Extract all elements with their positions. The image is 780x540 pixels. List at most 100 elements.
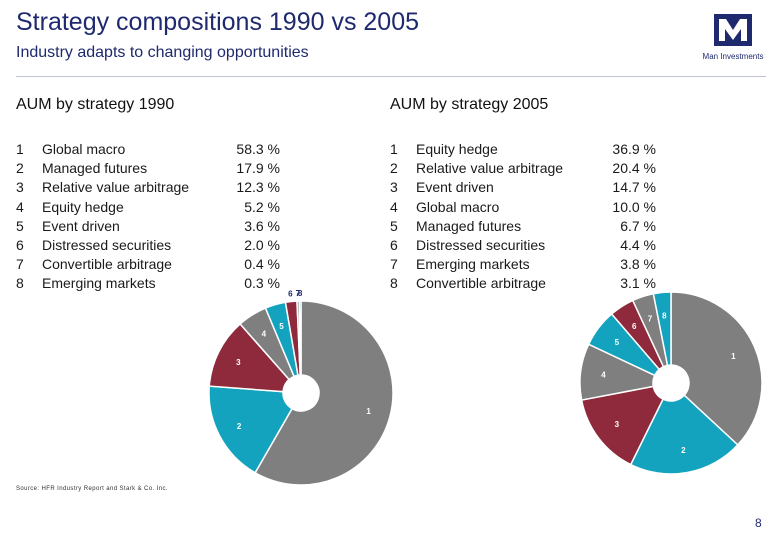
legend-value: 3.1 %: [620, 275, 656, 292]
donut-chart-1990: 1 2 3 4 5 6 78: [208, 290, 394, 486]
logo-text: Man Investments: [702, 52, 764, 61]
page-number: 8: [755, 516, 762, 530]
legend-row: 5 Event driven 3.6 %: [16, 217, 286, 236]
slice-label: 8: [662, 311, 667, 320]
legend-value: 12.3 %: [236, 179, 280, 196]
legend-value: 5.2 %: [244, 198, 280, 215]
legend-label: Managed futures: [416, 217, 522, 234]
legend-row: 5 Managed futures 6.7 %: [390, 217, 660, 236]
slice-label: 1: [731, 352, 736, 361]
pie-slice-2: [208, 385, 294, 474]
slice-label: 4: [262, 330, 267, 339]
legend-label: Convertible arbitrage: [416, 275, 546, 292]
slice-label: 6: [632, 322, 637, 331]
legend-label: Equity hedge: [42, 198, 124, 215]
legend-label: Convertible arbitrage: [42, 256, 172, 273]
legend-row: 1 Equity hedge 36.9 %: [390, 140, 660, 159]
legend-row: 6 Distressed securities 4.4 %: [390, 236, 660, 255]
pie-slice-3: [208, 322, 291, 393]
legend-index: 4: [16, 198, 24, 215]
legend-row: 3 Relative value arbitrage 12.3 %: [16, 178, 286, 197]
pie-slice-3: [580, 385, 665, 466]
slice-label: 5: [279, 322, 284, 331]
slice-label: 2: [681, 446, 686, 455]
legend-value: 2.0 %: [244, 236, 280, 253]
slice-label: 8: [298, 290, 303, 298]
legend-index: 5: [16, 217, 24, 234]
legend-row: 8 Emerging markets 0.3 %: [16, 274, 286, 293]
legend-row: 2 Relative value arbitrage 20.4 %: [390, 159, 660, 178]
donut-chart-2005: 1 2 3 4 5 6 7 8: [579, 291, 763, 475]
legend-value: 10.0 %: [612, 198, 656, 215]
legend-value: 17.9 %: [236, 160, 280, 177]
legend-table-2005: 1 Equity hedge 36.9 % 2 Relative value arbit…: [390, 140, 660, 294]
slice-label: 2: [237, 422, 242, 431]
legend-row: 7 Emerging markets 3.8 %: [390, 255, 660, 274]
legend-value: 4.4 %: [620, 236, 656, 253]
source-note: Source: HFR Industry Report and Stark & …: [16, 486, 168, 492]
legend-row: 4 Equity hedge 5.2 %: [16, 198, 286, 217]
legend-row: 1 Global macro 58.3 %: [16, 140, 286, 159]
chart-title-2005: AUM by strategy 2005: [390, 96, 549, 113]
slice-label: 5: [615, 338, 620, 347]
legend-index: 1: [390, 141, 398, 157]
legend-label: Global macro: [416, 198, 500, 215]
legend-label: Event driven: [416, 179, 494, 196]
legend-value: 6.7 %: [620, 217, 656, 234]
legend-index: 2: [16, 160, 24, 177]
legend-value: 20.4 %: [612, 160, 656, 177]
pie-slice-8: [298, 300, 302, 376]
header-divider: [16, 76, 766, 77]
legend-row: 3 Event driven 14.7 %: [390, 178, 660, 197]
legend-label: Distressed securities: [42, 236, 172, 253]
legend-index: 3: [16, 179, 24, 196]
legend-value: 36.9 %: [612, 141, 656, 157]
legend-label: Equity hedge: [416, 141, 498, 157]
legend-index: 6: [390, 236, 398, 253]
legend-row: 8 Convertible arbitrage 3.1 %: [390, 274, 660, 293]
legend-index: 2: [390, 160, 398, 177]
legend-index: 4: [390, 198, 398, 215]
legend-label: Relative value arbitrage: [416, 160, 564, 177]
legend-row: 2 Managed futures 17.9 %: [16, 159, 286, 178]
slice-label: 1: [366, 407, 371, 416]
slice-label: 3: [615, 420, 620, 429]
slice-label: 3: [236, 358, 241, 367]
legend-index: 3: [390, 179, 398, 196]
legend-value: 58.3 %: [236, 141, 280, 157]
legend-index: 5: [390, 217, 398, 234]
pie-slice-1: [670, 291, 763, 446]
legend-index: 7: [390, 256, 398, 273]
logo-m-icon: [714, 14, 752, 46]
legend-value: 14.7 %: [612, 179, 656, 196]
legend-row: 7 Convertible arbitrage 0.4 %: [16, 255, 286, 274]
legend-value: 0.3 %: [244, 275, 280, 292]
legend-label: Distressed securities: [416, 236, 546, 253]
legend-label: Relative value arbitrage: [42, 179, 190, 196]
legend-label: Global macro: [42, 141, 126, 157]
legend-row: 4 Global macro 10.0 %: [390, 198, 660, 217]
page-subtitle: Industry adapts to changing opportunitie…: [16, 44, 309, 61]
pie-slice-2: [629, 394, 739, 475]
legend-label: Managed futures: [42, 160, 148, 177]
legend-row: 6 Distressed securities 2.0 %: [16, 236, 286, 255]
legend-index: 6: [16, 236, 24, 253]
legend-label: Emerging markets: [42, 275, 156, 292]
company-logo: Man Investments: [700, 14, 766, 64]
page-title: Strategy compositions 1990 vs 2005: [16, 8, 420, 36]
pie-slice-8: [652, 291, 672, 367]
legend-label: Event driven: [42, 217, 120, 234]
slice-label: 4: [601, 370, 606, 379]
legend-value: 3.8 %: [620, 256, 656, 273]
slice-label: 7: [296, 290, 301, 298]
legend-label: Emerging markets: [416, 256, 530, 273]
legend-index: 8: [16, 275, 24, 292]
pie-slice-1: [254, 300, 394, 486]
chart-title-1990: AUM by strategy 1990: [16, 96, 175, 113]
legend-value: 0.4 %: [244, 256, 280, 273]
legend-value: 3.6 %: [244, 217, 280, 234]
legend-index: 8: [390, 275, 398, 292]
slice-label: 7: [648, 314, 653, 323]
legend-table-1990: 1 Global macro 58.3 % 2 Managed futures 17.9 …: [16, 140, 286, 294]
legend-index: 1: [16, 141, 24, 157]
